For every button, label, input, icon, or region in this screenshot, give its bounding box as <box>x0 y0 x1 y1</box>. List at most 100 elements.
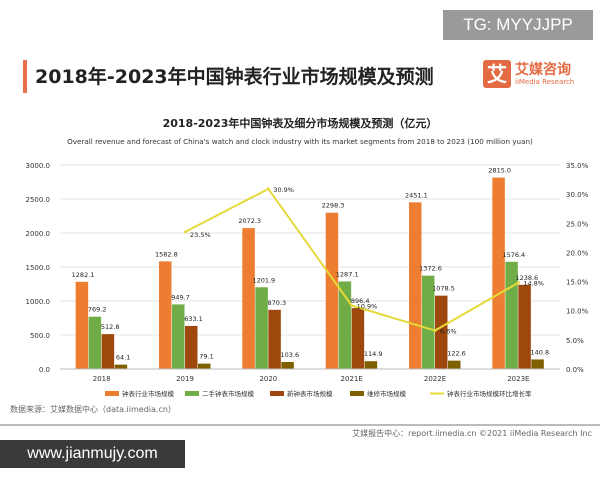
x-tick-label: 2022E <box>424 375 446 383</box>
y-tick-label: 0.0 <box>39 366 50 374</box>
logo-cn: 艾媒咨询 <box>515 61 571 78</box>
imedia-logo: 艾 艾媒咨询 iiMedia Research <box>483 60 574 88</box>
bar-0 <box>409 202 422 369</box>
bar-2 <box>185 325 198 369</box>
legend-label: 钟表行业市场规模环比增长率 <box>447 389 532 398</box>
logo-mark: 艾 <box>483 60 511 88</box>
legend-label: 维修市场规模 <box>367 389 407 398</box>
line-data-label: 10.9% <box>357 302 378 310</box>
data-label: 1576.4 <box>502 251 525 259</box>
y-tick-label: 500.0 <box>30 332 50 340</box>
legend-label: 钟表行业市场规模 <box>122 389 175 398</box>
line-point <box>433 329 437 333</box>
legend-swatch <box>105 391 119 396</box>
y2-tick-label: 5.0% <box>566 337 584 345</box>
x-tick-label: 2023E <box>507 375 529 383</box>
data-label: 1238.6 <box>515 274 538 282</box>
data-label: 2072.3 <box>238 217 261 225</box>
bar-1 <box>88 316 102 369</box>
y2-tick-label: 10.0% <box>566 308 589 316</box>
line-point <box>183 230 187 234</box>
watermark-top: TG: MYYJJPP <box>443 10 593 40</box>
data-label: 1372.6 <box>419 265 442 273</box>
bar-2 <box>101 334 115 369</box>
data-label: 1582.8 <box>155 250 178 258</box>
logo-en: iiMedia Research <box>515 77 575 86</box>
data-label: 103.6 <box>281 351 300 359</box>
y-tick-label: 2500.0 <box>26 196 51 204</box>
watermark-bottom: www.jianmujy.com <box>0 440 185 468</box>
y-tick-label: 1000.0 <box>26 298 51 306</box>
y2-tick-label: 20.0% <box>566 249 589 257</box>
data-label: 512.8 <box>101 323 120 331</box>
bar-0 <box>159 261 172 369</box>
y2-tick-label: 15.0% <box>566 279 589 287</box>
data-label: 896.4 <box>351 297 370 305</box>
data-label: 1282.1 <box>72 271 95 279</box>
data-label: 1287.1 <box>336 270 359 278</box>
line-data-label: 6.6% <box>440 328 457 336</box>
data-label: 122.6 <box>447 350 466 358</box>
bar-0 <box>325 212 339 369</box>
bar-3 <box>114 364 128 369</box>
data-label: 79.1 <box>199 353 213 361</box>
y2-tick-label: 30.0% <box>566 191 589 199</box>
data-label: 114.9 <box>364 350 383 358</box>
data-label: 949.7 <box>171 293 190 301</box>
x-tick-label: 2019 <box>176 375 194 383</box>
bar-1 <box>338 281 352 369</box>
chart: 2018-2023年中国钟表及细分市场规模及预测（亿元） Overall rev… <box>26 116 589 398</box>
line-point <box>266 187 270 191</box>
data-label: 769.2 <box>88 306 107 314</box>
data-label: 633.1 <box>184 315 203 323</box>
y2-tick-label: 0.0% <box>566 366 584 374</box>
line-data-label: 14.8% <box>523 280 544 288</box>
bar-3 <box>198 363 211 369</box>
x-tick-label: 2018 <box>93 375 111 383</box>
bar-0 <box>75 281 89 369</box>
data-label: 2451.1 <box>405 191 428 199</box>
chart-title: 2018-2023年中国钟表及细分市场规模及预测（亿元） <box>163 116 438 130</box>
bar-0 <box>242 228 255 369</box>
bar-0 <box>492 177 505 369</box>
data-source: 数据来源：艾媒数据中心（data.iimedia.cn） <box>10 405 176 414</box>
divider <box>0 424 600 426</box>
bar-3 <box>531 359 544 369</box>
bar-3 <box>364 361 378 369</box>
data-label: 870.3 <box>268 299 287 307</box>
data-label: 2815.0 <box>488 167 511 175</box>
bar-1 <box>255 287 268 369</box>
bar-1 <box>172 304 185 369</box>
data-label: 1201.9 <box>252 276 275 284</box>
legend-swatch <box>185 391 199 396</box>
chart-subtitle: Overall revenue and forecast of China's … <box>67 137 533 146</box>
line-data-label: 30.9% <box>273 186 294 194</box>
legend-label: 新钟表市场规模 <box>287 389 333 398</box>
bar-2 <box>435 295 448 369</box>
legend-label: 二手钟表市场规模 <box>202 389 255 398</box>
x-tick-label: 2021E <box>341 375 363 383</box>
y-tick-label: 2000.0 <box>26 230 51 238</box>
bar-1 <box>422 275 435 369</box>
bar-2 <box>351 308 365 369</box>
data-label: 140.8 <box>531 348 550 356</box>
bar-3 <box>448 360 461 369</box>
page-title: 2018年-2023年中国钟表行业市场规模及预测 <box>35 66 434 88</box>
data-label: 64.1 <box>116 354 130 362</box>
bar-2 <box>268 309 281 369</box>
y-tick-label: 3000.0 <box>26 162 51 170</box>
title-accent-bar <box>23 60 27 93</box>
y-tick-label: 1500.0 <box>26 264 51 272</box>
bar-2 <box>518 284 531 369</box>
legend-swatch <box>350 391 364 396</box>
data-label: 1078.5 <box>432 285 455 293</box>
copyright: 艾媒报告中心：report.iimedia.cn ©2021 iiMedia R… <box>352 429 592 438</box>
y2-tick-label: 35.0% <box>566 162 589 170</box>
y2-tick-label: 25.0% <box>566 220 589 228</box>
line-data-label: 23.5% <box>190 231 211 239</box>
data-label: 2298.3 <box>322 202 345 210</box>
legend-swatch <box>270 391 284 396</box>
bar-3 <box>281 361 294 369</box>
line-point <box>350 303 354 307</box>
line-point <box>516 281 520 285</box>
